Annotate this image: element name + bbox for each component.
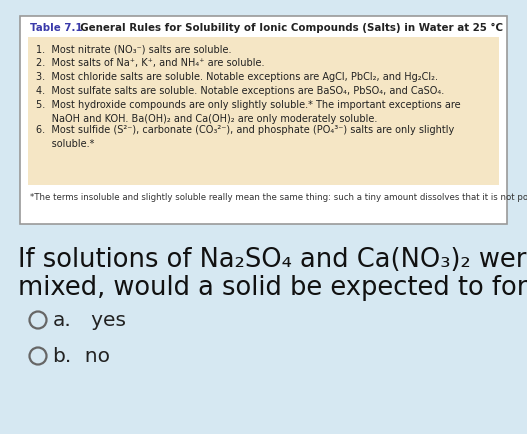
Text: mixed, would a solid be expected to form?: mixed, would a solid be expected to form…	[18, 274, 527, 300]
Text: Table 7.1: Table 7.1	[30, 23, 83, 33]
Text: If solutions of Na₂SO₄ and Ca(NO₃)₂ were: If solutions of Na₂SO₄ and Ca(NO₃)₂ were	[18, 247, 527, 273]
Text: *The terms insoluble and slightly soluble really mean the same thing: such a tin: *The terms insoluble and slightly solubl…	[30, 193, 527, 201]
Text: 1.  Most nitrate (NO₃⁻) salts are soluble.: 1. Most nitrate (NO₃⁻) salts are soluble…	[36, 44, 231, 54]
Text: yes: yes	[72, 311, 125, 330]
Text: b.: b.	[53, 347, 72, 366]
Text: General Rules for Solubility of Ionic Compounds (Salts) in Water at 25 °C: General Rules for Solubility of Ionic Co…	[73, 23, 503, 33]
FancyBboxPatch shape	[20, 17, 507, 224]
Text: 2.  Most salts of Na⁺, K⁺, and NH₄⁺ are soluble.: 2. Most salts of Na⁺, K⁺, and NH₄⁺ are s…	[36, 58, 265, 68]
Circle shape	[30, 312, 46, 329]
Text: 3.  Most chloride salts are soluble. Notable exceptions are AgCl, PbCl₂, and Hg₂: 3. Most chloride salts are soluble. Nota…	[36, 72, 438, 82]
Text: 4.  Most sulfate salts are soluble. Notable exceptions are BaSO₄, PbSO₄, and CaS: 4. Most sulfate salts are soluble. Notab…	[36, 86, 444, 96]
Circle shape	[30, 348, 46, 365]
Text: 5.  Most hydroxide compounds are only slightly soluble.* The important exception: 5. Most hydroxide compounds are only sli…	[36, 100, 461, 124]
FancyBboxPatch shape	[28, 38, 499, 186]
Text: a.: a.	[53, 311, 71, 330]
Text: 6.  Most sulfide (S²⁻), carbonate (CO₃²⁻), and phosphate (PO₄³⁻) salts are only : 6. Most sulfide (S²⁻), carbonate (CO₃²⁻)…	[36, 125, 454, 149]
Text: no: no	[72, 347, 110, 366]
